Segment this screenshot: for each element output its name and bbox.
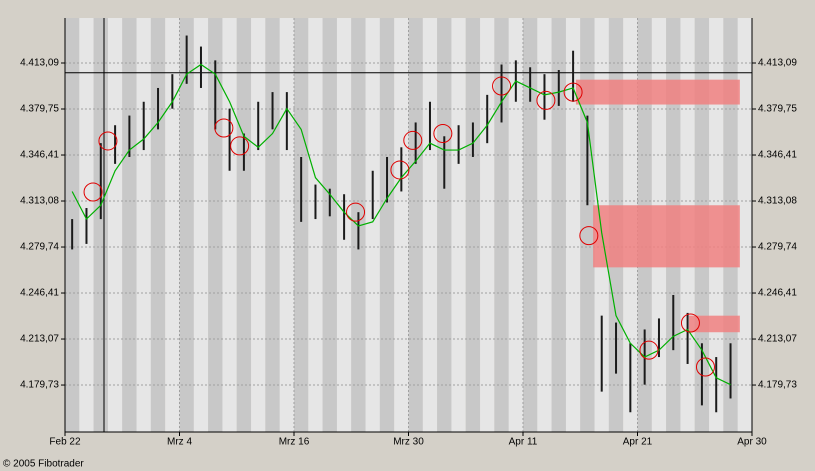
y-tick-label: 4.179,73 <box>758 380 797 391</box>
day-stripe <box>465 18 481 432</box>
signal-circle <box>403 130 423 150</box>
y-tick-label: 4.346,41 <box>20 150 59 161</box>
day-stripe <box>208 18 223 432</box>
signal-circle <box>433 124 453 144</box>
day-stripe <box>294 18 309 432</box>
day-stripe <box>737 18 752 432</box>
y-tick-label: 4.313,08 <box>20 196 59 207</box>
y-tick-label: 4.413,09 <box>20 58 59 69</box>
signal-circle <box>214 118 234 138</box>
day-stripe <box>322 18 337 432</box>
day-stripe <box>480 18 495 432</box>
day-stripe <box>508 18 523 432</box>
day-stripe <box>150 18 166 432</box>
day-stripe <box>122 18 137 432</box>
day-stripe <box>451 18 466 432</box>
x-tick-label: Apr 11 <box>509 437 538 448</box>
day-stripe <box>279 18 294 432</box>
day-stripe <box>193 18 209 432</box>
y-tick-label: 4.413,09 <box>758 58 797 69</box>
signal-circle <box>346 202 366 222</box>
x-tick-label: Apr 30 <box>737 437 767 448</box>
y-tick-label: 4.379,75 <box>758 104 797 115</box>
x-tick-label: Apr 21 <box>623 437 653 448</box>
signal-circle <box>230 136 250 156</box>
y-tick-label: 4.213,07 <box>20 334 59 345</box>
signal-circle <box>536 90 556 110</box>
y-tick-label: 4.246,41 <box>20 288 59 299</box>
signal-circle <box>390 160 410 180</box>
day-stripe <box>93 18 108 432</box>
signal-zone <box>689 315 740 333</box>
day-stripe <box>365 18 380 432</box>
day-stripe <box>394 18 409 432</box>
day-stripe <box>222 18 237 432</box>
signal-zone <box>575 79 740 105</box>
day-stripe <box>251 18 266 432</box>
day-stripe <box>265 18 280 432</box>
day-stripe <box>437 18 452 432</box>
signal-circle <box>680 313 700 333</box>
y-tick-label: 4.213,07 <box>758 334 797 345</box>
day-stripe <box>107 18 123 432</box>
footer: © 2005 Fibotrader <box>3 459 84 470</box>
y-tick-label: 4.279,74 <box>20 242 59 253</box>
y-tick-label: 4.246,41 <box>758 288 797 299</box>
day-stripe <box>551 18 566 432</box>
y-tick-label: 4.346,41 <box>758 150 797 161</box>
day-stripe <box>494 18 509 432</box>
day-stripe <box>523 18 538 432</box>
day-stripes <box>65 18 752 432</box>
signal-circle <box>563 82 583 102</box>
day-stripe <box>379 18 395 432</box>
day-stripe <box>422 18 438 432</box>
x-tick-label: Feb 22 <box>49 437 81 448</box>
day-stripe <box>580 18 595 432</box>
x-tick-label: Mrz 16 <box>279 437 310 448</box>
signal-circle <box>492 76 512 96</box>
day-stripe <box>308 18 323 432</box>
signal-circle <box>639 340 659 360</box>
day-stripe <box>537 18 552 432</box>
x-tick-label: Mrz 30 <box>393 437 424 448</box>
y-tick-label: 4.279,74 <box>758 242 797 253</box>
signal-circle <box>83 182 103 202</box>
day-stripe <box>408 18 423 432</box>
x-tick-label: Mrz 4 <box>167 437 192 448</box>
day-stripe <box>565 18 581 432</box>
y-tick-label: 4.379,75 <box>20 104 59 115</box>
day-stripe <box>136 18 151 432</box>
day-stripe <box>179 18 194 432</box>
signal-circle <box>98 131 118 151</box>
signal-circle <box>695 357 715 377</box>
day-stripe <box>236 18 252 432</box>
signal-circle <box>579 226 599 246</box>
signal-zone <box>593 205 740 268</box>
y-tick-label: 4.313,08 <box>758 196 797 207</box>
moving-average <box>71 63 731 386</box>
day-stripe <box>165 18 180 432</box>
y-tick-label: 4.179,73 <box>20 380 59 391</box>
